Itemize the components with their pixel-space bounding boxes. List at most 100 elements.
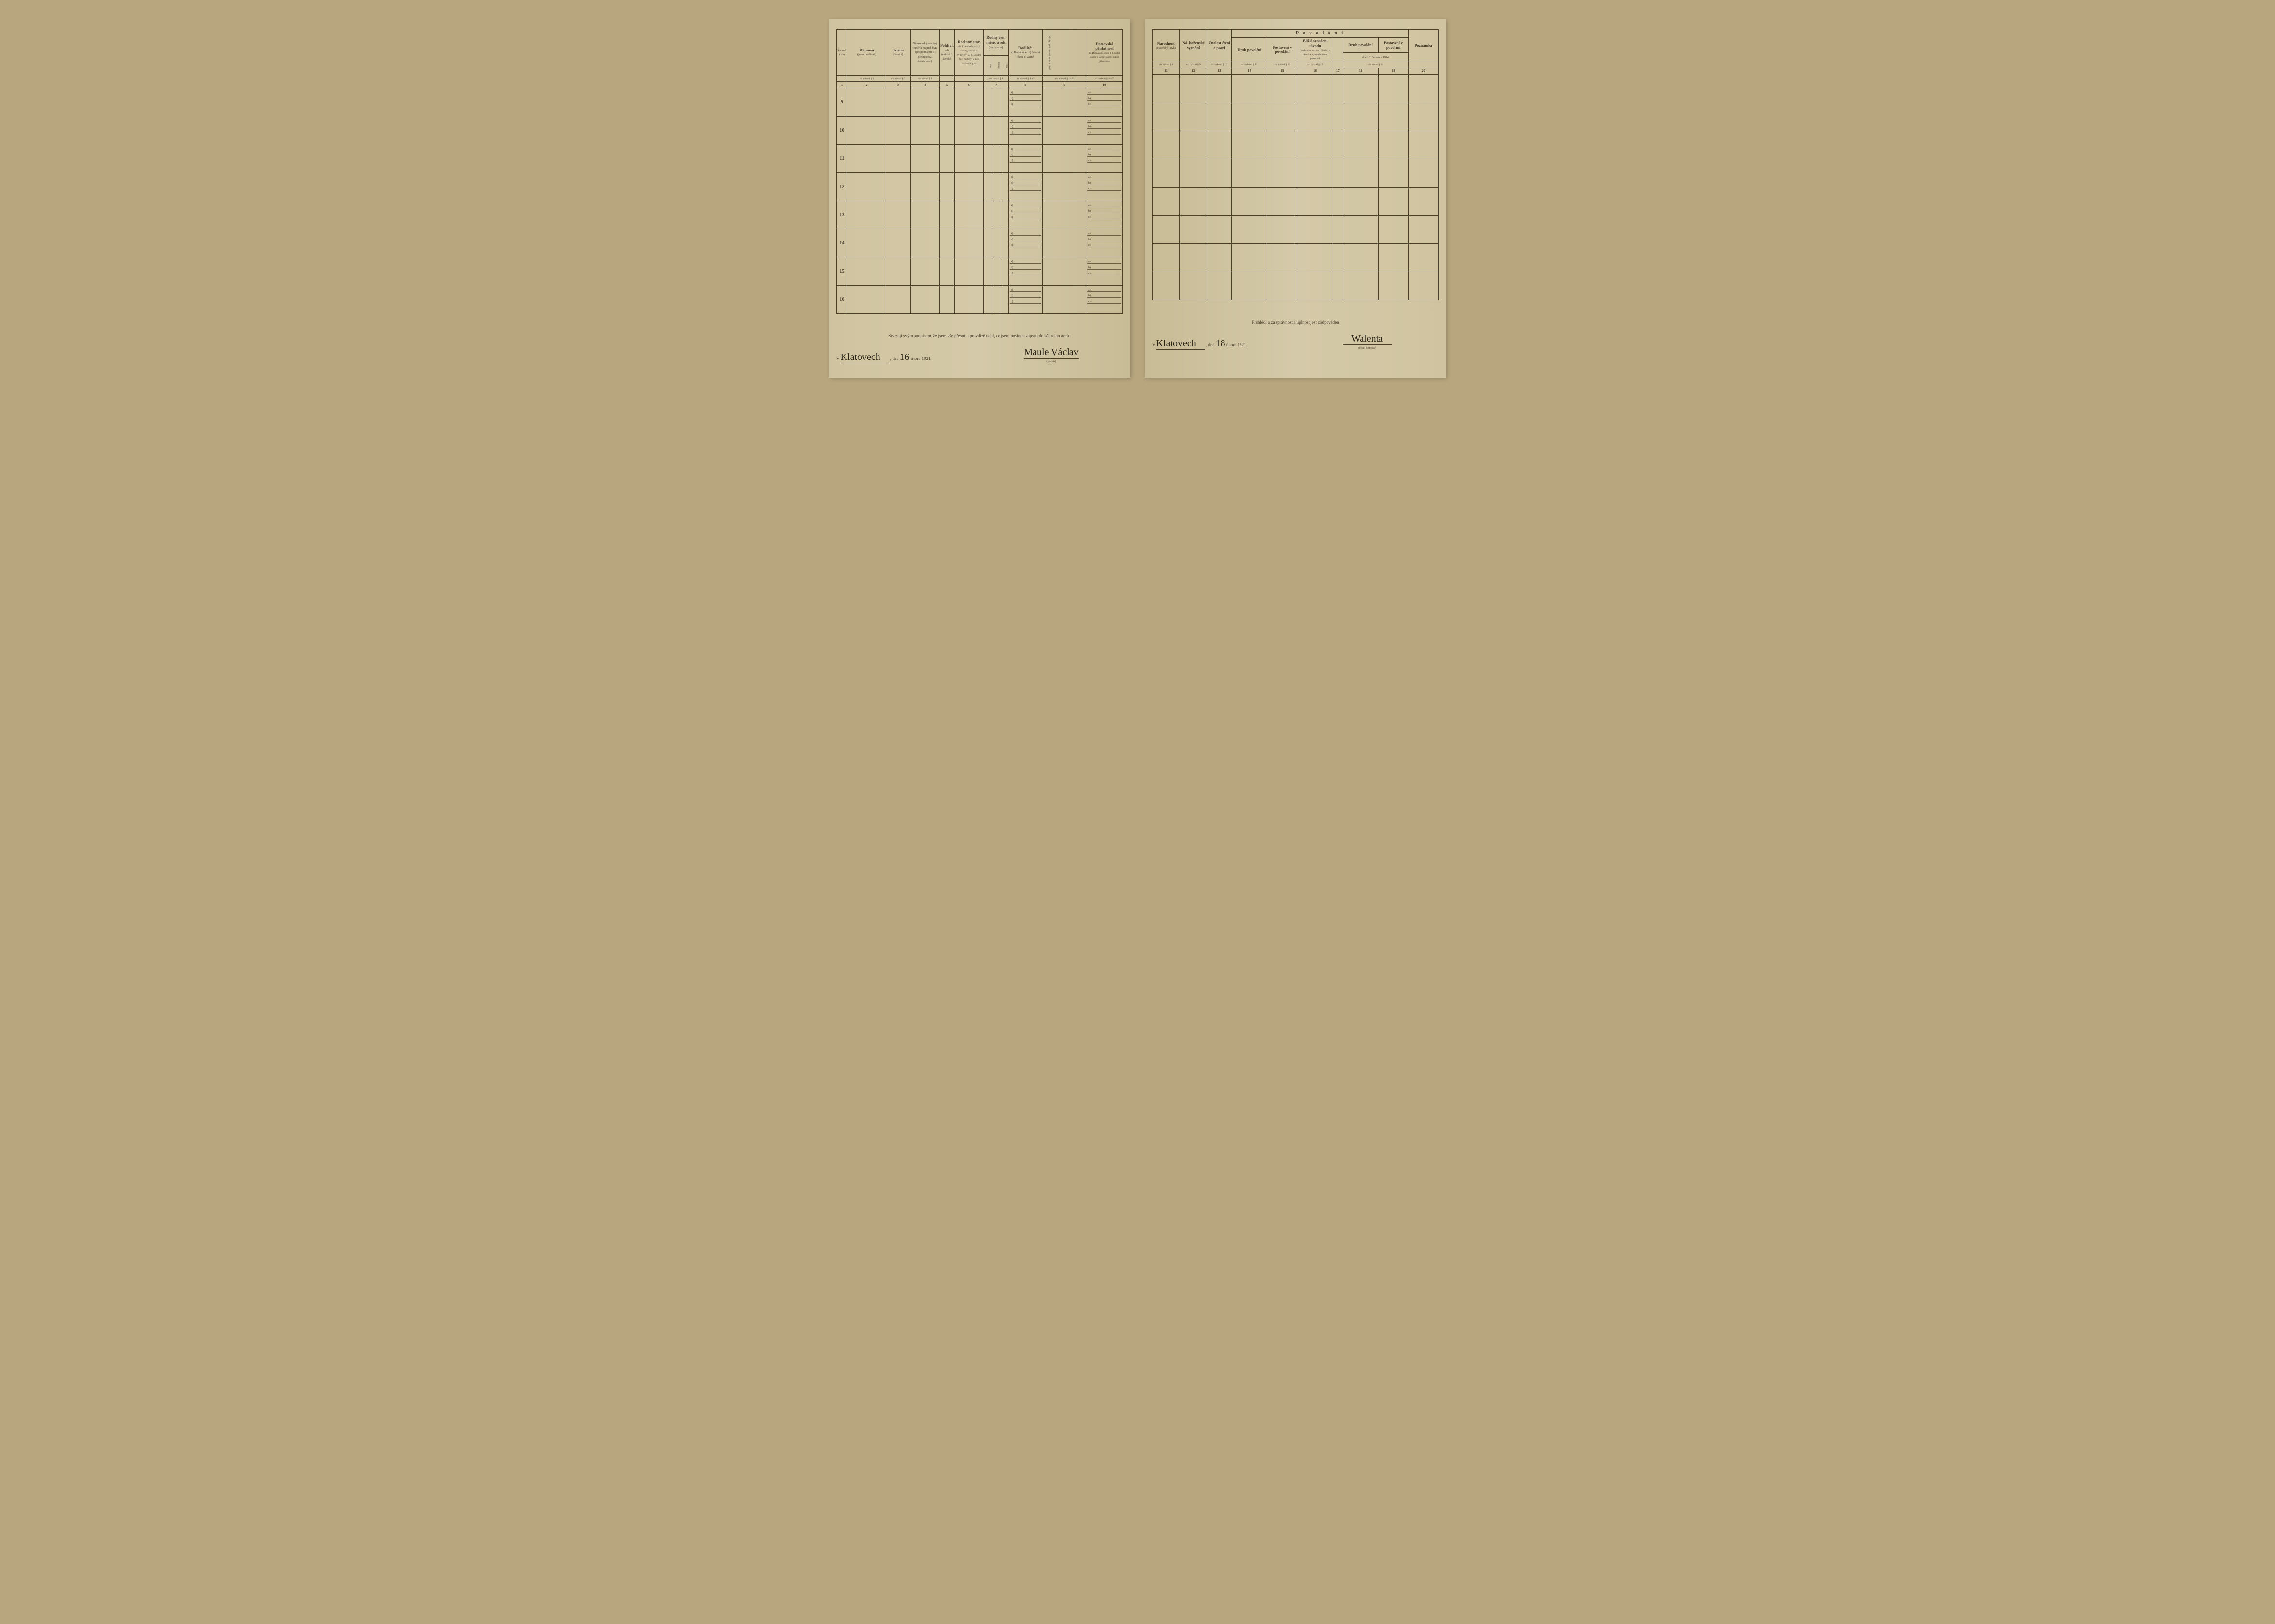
ref-cell: viz návod § 14 xyxy=(1343,62,1408,68)
cell xyxy=(1180,131,1207,159)
cell xyxy=(954,286,983,314)
cell xyxy=(1408,103,1438,131)
row-number: 9 xyxy=(837,88,847,117)
cell xyxy=(940,88,955,117)
cell xyxy=(983,201,992,229)
cell xyxy=(1343,103,1378,131)
cell-abc: a)b)c) xyxy=(1086,229,1123,257)
row-number: 13 xyxy=(837,201,847,229)
ref-cell xyxy=(1408,62,1438,68)
col-header-7: Rodný den, měsíc a rok(narozen -a) xyxy=(983,30,1008,56)
cell xyxy=(1232,103,1267,131)
col-header-10: Domovská příslušnost(a Domovská obec b S… xyxy=(1086,30,1123,76)
cell xyxy=(940,145,955,173)
cell xyxy=(1408,159,1438,187)
col-header-15: Postavení v povolání xyxy=(1267,38,1297,62)
cell xyxy=(1180,187,1207,215)
cell xyxy=(992,145,1000,173)
cell-abc: a)b)c) xyxy=(1008,201,1042,229)
cell xyxy=(1297,131,1333,159)
col-header-1: Řadové číslo xyxy=(837,30,847,76)
cell xyxy=(1343,187,1378,215)
cell xyxy=(911,117,940,145)
ref-cell: viz návod § 4 a 6 xyxy=(1042,76,1086,82)
census-table-right: Národnost(mateřský jazyk) Ná- boženské v… xyxy=(1152,29,1439,300)
cell xyxy=(1408,131,1438,159)
cell xyxy=(983,229,992,257)
date-day: 18 xyxy=(1216,338,1225,349)
cell xyxy=(1042,257,1086,286)
cell xyxy=(911,229,940,257)
cell xyxy=(1232,74,1267,103)
cell xyxy=(1042,117,1086,145)
cell-abc: a)b)c) xyxy=(1008,229,1042,257)
cell xyxy=(954,88,983,117)
col-header-6: Rodinný stav,zda 1. svobodný -á, 2. žena… xyxy=(954,30,983,76)
cell xyxy=(992,173,1000,201)
table-row xyxy=(1153,159,1439,187)
table-row xyxy=(1153,243,1439,272)
table-row: 10a)b)c)a)b)c) xyxy=(837,117,1123,145)
row-number: 15 xyxy=(837,257,847,286)
ref-cell: viz návod § 13 xyxy=(1297,62,1333,68)
col-header-20: Poznámka xyxy=(1408,30,1438,62)
cell xyxy=(1180,243,1207,272)
cell xyxy=(1180,159,1207,187)
cell-abc: a)b)c) xyxy=(1086,201,1123,229)
cell xyxy=(1379,103,1409,131)
cell xyxy=(847,201,886,229)
colnum: 16 xyxy=(1297,68,1333,74)
cell xyxy=(1180,74,1207,103)
census-table-left: Řadové číslo Příjmení(jméno rodinné) Jmé… xyxy=(836,29,1123,314)
cell xyxy=(1343,243,1378,272)
ref-cell xyxy=(940,76,955,82)
cell xyxy=(992,286,1000,314)
ref-cell: viz návod § 8 xyxy=(1153,62,1180,68)
col-header-11: Národnost(mateřský jazyk) xyxy=(1153,30,1180,62)
name-signature: Maule Václav xyxy=(1024,347,1078,359)
table-row xyxy=(1153,215,1439,243)
colnum: 14 xyxy=(1232,68,1267,74)
cell xyxy=(1000,229,1008,257)
date-location: V Klatovech , dne 18 února 1921. xyxy=(1152,338,1295,350)
name-signature: Walenta xyxy=(1343,333,1392,345)
cell xyxy=(983,286,992,314)
cell xyxy=(940,173,955,201)
place-signature: Klatovech xyxy=(1156,338,1205,350)
cell xyxy=(1207,243,1232,272)
colnum: 3 xyxy=(886,82,911,88)
ref-cell xyxy=(954,76,983,82)
col-header-13: Znalost čtení a psaní xyxy=(1207,30,1232,62)
col-header-8: Rodiště:a) Rodná obec b) Soudní okres c)… xyxy=(1008,30,1042,76)
cell xyxy=(992,88,1000,117)
colnum: 10 xyxy=(1086,82,1123,88)
cell xyxy=(886,173,911,201)
cell xyxy=(1207,187,1232,215)
table-row: 15a)b)c)a)b)c) xyxy=(837,257,1123,286)
cell xyxy=(1333,243,1343,272)
colnum: 1 xyxy=(837,82,847,88)
cell xyxy=(1297,272,1333,300)
cell xyxy=(1297,74,1333,103)
footer-left: Stvrzuji svým podpisem, že jsem vše přes… xyxy=(836,333,1123,363)
colnum: 6 xyxy=(954,82,983,88)
colnum: 17 xyxy=(1333,68,1343,74)
cell xyxy=(1343,159,1378,187)
cell xyxy=(1333,103,1343,131)
colnum: 5 xyxy=(940,82,955,88)
cell xyxy=(983,145,992,173)
cell xyxy=(1267,74,1297,103)
cell xyxy=(1232,272,1267,300)
cell-abc: a)b)c) xyxy=(1086,286,1123,314)
table-row: 11a)b)c)a)b)c) xyxy=(837,145,1123,173)
cell-abc: a)b)c) xyxy=(1008,286,1042,314)
ref-cell: viz návod § 2 xyxy=(886,76,911,82)
table-row: 9a)b)c)a)b)c) xyxy=(837,88,1123,117)
colnum: 15 xyxy=(1267,68,1297,74)
cell xyxy=(940,286,955,314)
cell xyxy=(1297,243,1333,272)
row-number: 12 xyxy=(837,173,847,201)
cell xyxy=(940,201,955,229)
cell xyxy=(954,173,983,201)
cell xyxy=(1379,131,1409,159)
